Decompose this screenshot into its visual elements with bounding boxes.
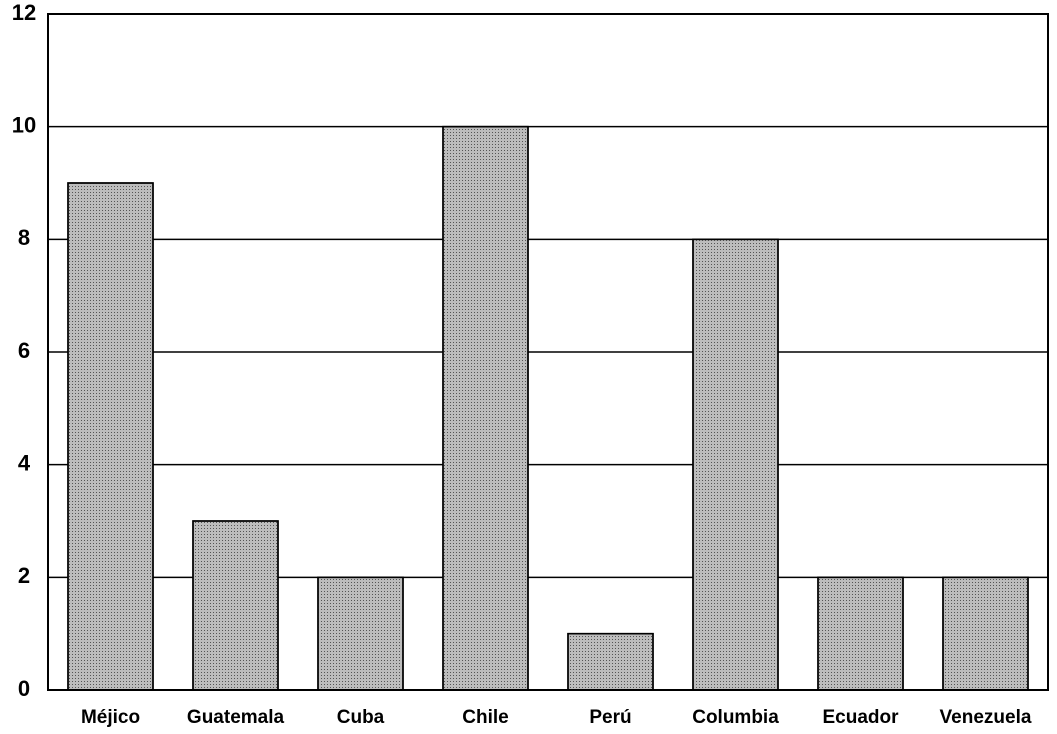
bar-texture (567, 632, 654, 691)
x-tick-label: Columbia (692, 707, 779, 728)
bar-texture (442, 125, 529, 691)
x-tick-label: Perú (589, 707, 631, 728)
bar-texture (817, 576, 904, 691)
bar-texture (192, 520, 279, 691)
y-tick-label: 12 (12, 0, 36, 25)
x-tick-label: Méjico (81, 707, 140, 728)
x-tick-label: Venezuela (940, 707, 1032, 728)
y-tick-label: 0 (18, 676, 30, 701)
y-tick-label: 6 (18, 338, 30, 363)
bar-texture (67, 182, 154, 691)
x-tick-label: Guatemala (187, 707, 285, 728)
bar-texture (942, 576, 1029, 691)
y-tick-label: 10 (12, 112, 36, 137)
bar-texture (317, 576, 404, 691)
y-tick-label: 8 (18, 225, 30, 250)
x-tick-label: Ecuador (822, 707, 899, 728)
x-tick-label: Cuba (337, 707, 385, 728)
bar-texture (692, 238, 779, 691)
y-tick-label: 4 (18, 450, 31, 475)
plot-frame (47, 13, 1049, 691)
y-tick-label: 2 (18, 563, 30, 588)
x-tick-label: Chile (462, 707, 508, 728)
